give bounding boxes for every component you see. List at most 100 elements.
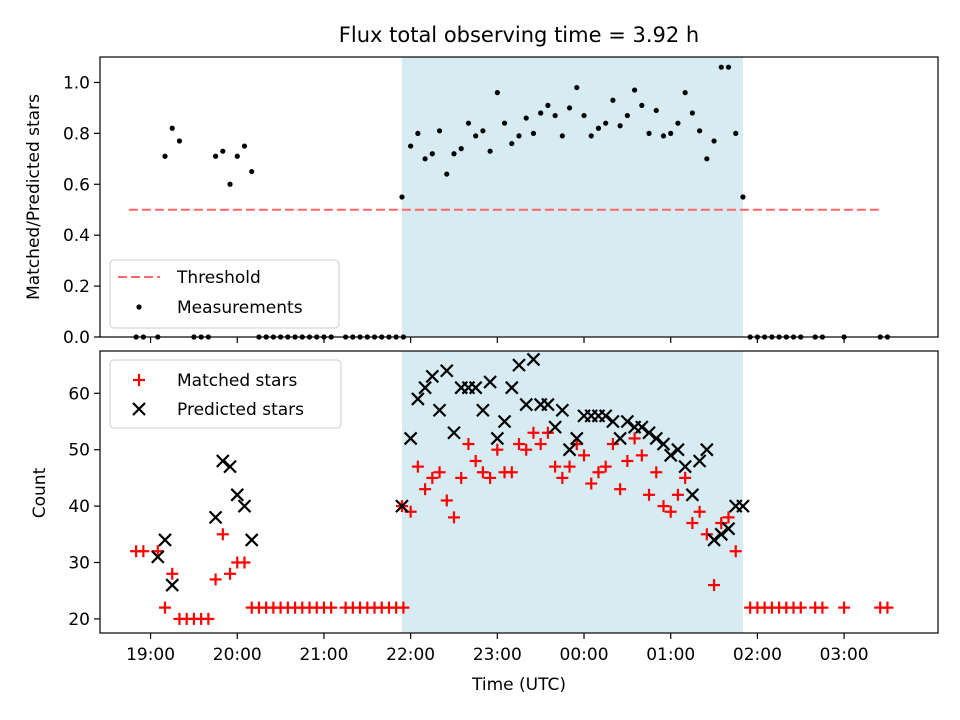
predicted-star-point <box>700 442 714 457</box>
measurement-point <box>501 120 508 126</box>
matched-star-point <box>505 466 518 479</box>
predicted-star-mark-b <box>403 431 418 446</box>
predicted-star-point <box>208 510 223 525</box>
matched-star-point <box>216 528 229 541</box>
bottom-y-tick-label: 30 <box>68 554 90 574</box>
predicted-star-mark-b <box>230 488 245 502</box>
matched-star-point <box>599 460 612 473</box>
matched-star-point <box>325 601 338 614</box>
predicted-star-mark-b <box>490 431 505 446</box>
predicted-star-mark-b <box>736 499 750 513</box>
measurement-point <box>436 128 443 134</box>
bottom-y-tick-label: 40 <box>68 497 90 517</box>
measurement-point <box>552 112 558 119</box>
bottom-panel: 20 30 40 50 60 19:00 20:00 21:00 22:00 23:00 00:0… <box>30 350 939 695</box>
predicted-star-mark-b <box>656 437 671 451</box>
measurement-point <box>212 153 219 159</box>
predicted-star-mark-b <box>526 352 541 367</box>
matched-star-point <box>700 528 713 541</box>
predicted-star-mark-b <box>721 521 736 536</box>
legend-predicted-label: Predicted stars <box>177 400 304 420</box>
matched-star-point <box>527 426 540 439</box>
predicted-star-point <box>403 431 418 446</box>
predicted-star-point <box>519 397 534 412</box>
predicted-star-mark-b <box>483 375 497 389</box>
predicted-star-point <box>685 488 700 502</box>
measurement-point <box>234 153 240 159</box>
matched-star-point <box>722 511 735 524</box>
predicted-star-mark-b <box>620 414 635 429</box>
predicted-star-mark-b <box>208 510 223 525</box>
matched-star-point <box>570 438 583 451</box>
x-tick-label: 00:00 <box>560 645 609 665</box>
matched-star-point <box>469 454 482 467</box>
predicted-star-mark-b <box>663 448 678 463</box>
predicted-star-mark-b <box>678 459 692 474</box>
measurement-point <box>487 148 493 154</box>
matched-star-point <box>794 601 807 614</box>
predicted-star-mark-b <box>649 431 664 446</box>
measurement-point <box>480 128 486 134</box>
measurement-point <box>574 84 580 91</box>
predicted-star-point <box>490 431 505 446</box>
top-legend: Threshold Measurements <box>109 259 340 329</box>
measurement-point <box>718 64 724 70</box>
measurement-point <box>422 156 428 162</box>
matched-star-point <box>816 601 829 614</box>
matched-star-point <box>563 460 576 473</box>
predicted-star-point <box>721 521 736 536</box>
bottom-x-axis: 19:00 20:00 21:00 22:00 23:00 00:00 01:00 02:00… <box>126 633 869 665</box>
chart-title: Flux total observing time = 3.92 h <box>339 23 699 47</box>
measurement-point <box>523 115 529 121</box>
predicted-star-mark-b <box>151 550 165 564</box>
bottom-y-axis: 20 30 40 50 60 <box>68 384 100 630</box>
matched-star-point <box>513 438 525 451</box>
predicted-star-mark-b <box>548 420 562 434</box>
legend-matched-label: Matched stars <box>177 371 297 391</box>
matched-star-point <box>520 443 533 456</box>
predicted-star-point <box>230 488 245 502</box>
measurement-point <box>545 102 551 108</box>
measurement-point <box>176 138 183 144</box>
bottom-y-tick-label: 50 <box>68 441 90 461</box>
measurement-point <box>408 143 414 149</box>
predicted-star-mark-b <box>425 369 440 384</box>
top-frame <box>99 56 939 338</box>
matched-star-point <box>881 601 894 614</box>
matched-star-points <box>130 426 894 625</box>
predicted-star-point <box>425 369 440 384</box>
predicted-star-mark-b <box>512 358 526 372</box>
predicted-star-mark-b <box>216 454 230 468</box>
matched-star-point <box>635 449 648 462</box>
predicted-star-point <box>736 499 750 513</box>
top-y-tick-label: 0.2 <box>63 277 90 297</box>
predicted-star-point <box>158 533 172 547</box>
predicted-star-mark-b <box>504 380 519 395</box>
predicted-star-point <box>432 403 447 417</box>
matched-star-point <box>643 488 656 501</box>
predicted-star-point <box>418 380 432 395</box>
predicted-star-point <box>244 533 259 547</box>
measurement-point <box>241 143 248 149</box>
predicted-star-mark-b <box>223 459 237 474</box>
predicted-star-mark-b <box>642 426 656 440</box>
predicted-star-mark-b <box>468 380 483 395</box>
predicted-star-mark-b <box>411 392 425 406</box>
predicted-star-points <box>151 352 750 592</box>
predicted-star-point <box>395 499 409 513</box>
predicted-star-point <box>570 431 584 446</box>
matched-star-point <box>650 466 663 479</box>
matched-star-point <box>679 471 692 484</box>
predicted-star-mark-b <box>432 403 447 417</box>
measurement-point <box>711 138 717 144</box>
matched-star-point <box>686 517 699 530</box>
legend-measurement-swatch <box>136 304 142 310</box>
matched-star-point <box>585 477 598 490</box>
measurement-point <box>249 168 255 175</box>
matched-star-point <box>202 612 215 625</box>
measurement-point <box>465 120 472 126</box>
predicted-star-point <box>439 363 454 378</box>
measurement-point <box>429 151 435 157</box>
measurement-point <box>588 133 594 139</box>
predicted-star-point <box>526 352 541 367</box>
